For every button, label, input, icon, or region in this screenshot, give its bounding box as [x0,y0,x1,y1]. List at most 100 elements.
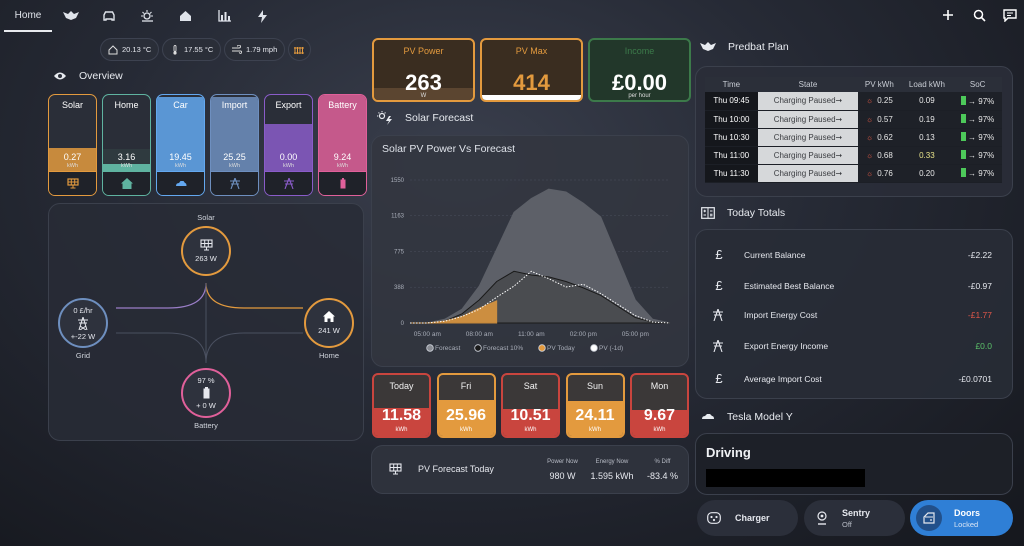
predbat-load-cell: 0.19 [900,110,954,129]
overview-title: Overview [79,70,123,82]
x-tick-label: 02:00 pm [570,331,597,338]
totals-row[interactable]: £ Estimated Best Balance -£0.97 [712,278,992,293]
totals-row[interactable]: Export Energy Income £0.0 [712,340,992,352]
day-fill [503,409,558,436]
predbat-state: Charging Paused➞ [757,92,859,111]
outside-temp-chip[interactable]: 20.13 °C [100,38,160,61]
overview-tile-home[interactable]: Home 3.16 kWh [102,94,151,196]
tile-unit: kWh [67,163,78,169]
predbat-load: 0.13 [919,132,935,142]
search-button[interactable] [969,5,989,25]
predbat-soc-cell: → 97% [953,92,1002,111]
stat-card-income[interactable]: Income £0.00 per hour [588,38,691,102]
wind-icon [232,44,242,54]
overview-tile-battery[interactable]: Battery 9.24 kWh [318,94,367,196]
battery-value: + 0 W [196,401,216,410]
tile-fill [157,97,204,171]
tab-predbat[interactable] [56,0,86,32]
day-value: 11.58 [381,407,422,424]
home-icon [120,178,133,189]
grid-import-icon [712,309,726,321]
forecast-day-mon[interactable]: Mon 9.67 kWh [630,373,689,438]
totals-value: -£1.77 [967,310,992,320]
predbat-pv: 0.76 [877,168,893,178]
tile-label: Battery [328,100,357,110]
overview-tile-solar[interactable]: Solar 0.27 kWh [48,94,97,196]
day-fill [632,410,687,436]
outside-temp-value: 20.13 °C [122,45,152,54]
home-icon [323,311,335,322]
forecast-day-today[interactable]: Today 11.58 kWh [372,373,431,438]
legend-marker [538,344,546,352]
grid-rate: 0 £/hr [73,305,93,315]
battery-icon [961,132,967,141]
predbat-title: Predbat Plan [728,41,789,53]
stat-card-pv-power[interactable]: PV Power 263 W [372,38,475,102]
tab-house[interactable] [170,0,200,32]
tab-energy[interactable] [247,0,277,32]
x-tick-label: 08:00 am [466,331,493,338]
sentry-button[interactable]: Sentry Off [804,500,905,536]
y-tick-label: 775 [394,250,405,256]
tile-unit: kWh [283,163,294,169]
assist-button[interactable] [1000,5,1020,25]
battery-node[interactable]: 97 % + 0 W [181,368,231,418]
day-unit: kWh [653,427,666,433]
tab-car[interactable] [94,0,124,32]
tile-value: 3.16 [117,152,136,162]
charger-icon [707,512,721,524]
home-node[interactable]: 241 W [304,298,354,348]
overview-tile-car[interactable]: Car 19.45 kWh [156,94,205,196]
stat-unit: W [420,93,427,99]
legend-label[interactable]: Forecast 10% [483,345,523,352]
predbat-load-cell: 0.20 [900,164,954,183]
charger-button[interactable]: Charger [697,500,798,536]
tile-value: 0.00 [279,152,298,162]
totals-row[interactable]: Import Energy Cost -£1.77 [712,309,992,321]
pv-forecast-today-card[interactable] [371,445,689,494]
legend-label[interactable]: PV (-1d) [599,345,623,352]
totals-row[interactable]: £ Average Import Cost -£0.0701 [712,371,992,386]
forecast-day-sat[interactable]: Sat 10.51 kWh [501,373,560,438]
x-tick-label: 05:00 am [414,331,441,338]
pylon-icon [78,316,88,330]
tab-home[interactable]: Home [4,0,52,32]
add-button[interactable] [938,5,958,25]
predbat-soc: → 97% [968,133,995,142]
power-now-value: 980 W [549,471,576,481]
legend-label[interactable]: PV Today [547,345,575,352]
flow-lines [116,282,303,364]
grid-import-icon [229,178,240,189]
totals-row[interactable]: £ Current Balance -£2.22 [712,247,992,262]
overview-tile-import[interactable]: Import 25.25 kWh [210,94,259,196]
tab-stats[interactable] [209,0,239,32]
overview-tile-export[interactable]: Export 0.00 kWh [264,94,313,196]
totals-value: -£2.22 [967,249,992,260]
doors-button[interactable]: Doors Locked [910,500,1013,536]
stat-card-pv-max[interactable]: PV Max 414 [480,38,583,102]
solar-node[interactable]: 263 W [181,226,231,276]
predbat-col-header: SoC [953,77,1002,92]
forecast-day-fri[interactable]: Fri 25.96 kWh [436,373,496,438]
predbat-load: 0.20 [919,168,935,178]
sentry-state: Off [842,519,852,529]
predbat-col-header: PV kWh [858,77,901,92]
tesla-header: Tesla Model Y [701,411,793,423]
day-fill [438,400,494,436]
legend-label[interactable]: Forecast [435,345,460,352]
day-label: Fri [460,381,472,391]
wind-chip[interactable]: 1.79 mph [224,38,286,61]
solar-node-label: Solar [197,213,215,222]
day-label: Sun [586,381,603,391]
tile-value: 25.25 [223,152,246,162]
day-value: 25.96 [445,407,487,424]
stat-title: PV Max [515,46,548,56]
grid-node[interactable]: 0 £/hr +-22 W [58,298,108,348]
forecast-day-sun[interactable]: Sun 24.11 kWh [565,373,625,438]
y-tick-label: 0 [401,321,405,327]
inside-temp-chip[interactable]: 17.55 °C [162,38,222,61]
heater-chip[interactable] [288,38,311,61]
tab-weather[interactable] [132,0,162,32]
grid-value: +-22 W [70,331,96,341]
predbat-pv-cell: ☼ 0.68 [858,146,901,165]
